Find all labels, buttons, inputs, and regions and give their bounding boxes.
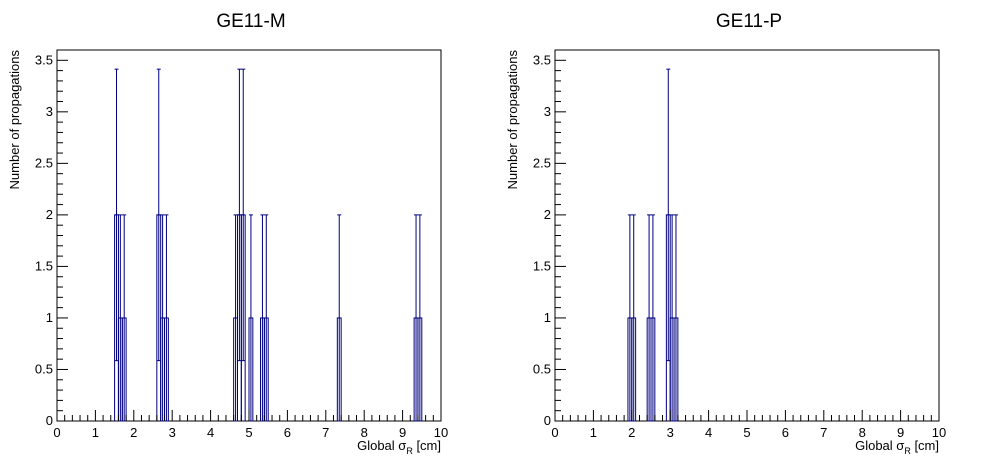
x-tick-label: 1 [590, 425, 597, 440]
histogram-bin [631, 214, 637, 422]
x-tick-label: 8 [859, 425, 866, 440]
plot-frame [554, 49, 940, 422]
x-tick-label: 7 [820, 425, 827, 440]
y-tick-label: 0.5 [533, 361, 551, 376]
y-tick-label: 1 [544, 310, 551, 325]
y-tick-label: 2.5 [35, 155, 53, 170]
x-axis-label-suffix: [cm] [413, 438, 441, 453]
histogram-bin [121, 214, 127, 422]
y-tick-label: 1 [46, 310, 53, 325]
y-tick-label: 1.5 [35, 258, 53, 273]
y-tick-label: 3 [544, 104, 551, 119]
y-tick-label: 1.5 [533, 258, 551, 273]
x-axis-label-subscript: R [406, 446, 413, 456]
chart-panel-1: GE11-M 0 1 2 3 4 5 6 7 8 9 10 0 0.5 1 1.5 2 2.5 3 3.5 Global… [7, 11, 448, 456]
x-axis-label: Global σR [cm] [357, 438, 441, 456]
y-tick-label: 3.5 [533, 52, 551, 67]
x-axis-label-suffix: [cm] [911, 438, 939, 453]
histogram-bin [240, 68, 246, 421]
x-axis-label-subscript: R [904, 446, 911, 456]
histogram-bin [248, 214, 254, 422]
histogram-bin [336, 214, 342, 422]
y-tick-label: 3.5 [35, 52, 53, 67]
histogram-bin [156, 68, 162, 421]
histogram-bin [417, 214, 423, 422]
x-tick-label: 5 [245, 425, 252, 440]
histogram-bin [117, 214, 123, 422]
x-tick-label: 10 [434, 425, 448, 440]
y-tick-label: 2 [544, 207, 551, 222]
x-axis-label-prefix: Global [855, 438, 896, 453]
x-tick-label: 9 [897, 425, 904, 440]
y-tick-label: 0 [46, 413, 53, 428]
x-tick-label: 2 [628, 425, 635, 440]
x-tick-label: 6 [782, 425, 789, 440]
x-tick-label: 10 [932, 425, 946, 440]
x-tick-label: 3 [169, 425, 176, 440]
x-axis-label: Global σR [cm] [855, 438, 939, 456]
x-tick-label: 8 [361, 425, 368, 440]
histogram-bin [160, 214, 166, 422]
histogram-bin [646, 214, 652, 422]
x-axis-label-prefix: Global [357, 438, 398, 453]
y-tick-label: 2 [46, 207, 53, 222]
x-tick-label: 7 [322, 425, 329, 440]
y-axis-label: Number of propagations [7, 50, 22, 190]
y-tick-label: 0.5 [35, 361, 53, 376]
histogram-bin [236, 68, 242, 421]
y-tick-label: 3 [46, 104, 53, 119]
histogram-bin [673, 214, 679, 422]
histogram-bin [413, 214, 419, 422]
chart-title: GE11-M [216, 11, 285, 32]
x-tick-label: 3 [667, 425, 674, 440]
y-axis-label: Number of propagations [505, 50, 520, 190]
histogram-bin [665, 68, 671, 421]
x-axis-label-symbol: σ [398, 438, 406, 453]
x-axis-label-symbol: σ [896, 438, 904, 453]
x-tick-label: 4 [705, 425, 712, 440]
x-tick-label: 4 [207, 425, 214, 440]
y-tick-label: 2.5 [533, 155, 551, 170]
x-tick-label: 0 [53, 425, 60, 440]
chart-title: GE11-P [716, 11, 782, 32]
histogram-bin [263, 214, 269, 422]
y-tick-label: 0 [544, 413, 551, 428]
x-tick-label: 2 [130, 425, 137, 440]
histogram-bin [233, 214, 238, 422]
chart-panel-2: GE11-P 0 1 2 3 4 5 6 7 8 9 10 0 0.5 1 1.5 2 2.5 3 3.5 Global… [505, 11, 946, 456]
x-tick-label: 5 [743, 425, 750, 440]
x-tick-label: 6 [284, 425, 291, 440]
x-tick-label: 0 [551, 425, 558, 440]
histogram-bin [650, 214, 656, 422]
histogram-bin [164, 214, 169, 422]
x-tick-label: 9 [399, 425, 406, 440]
histogram-bin [627, 214, 633, 422]
histogram-bin [114, 68, 119, 421]
x-tick-label: 1 [92, 425, 99, 440]
histogram-bin [669, 214, 675, 422]
histogram-bin [260, 214, 265, 422]
